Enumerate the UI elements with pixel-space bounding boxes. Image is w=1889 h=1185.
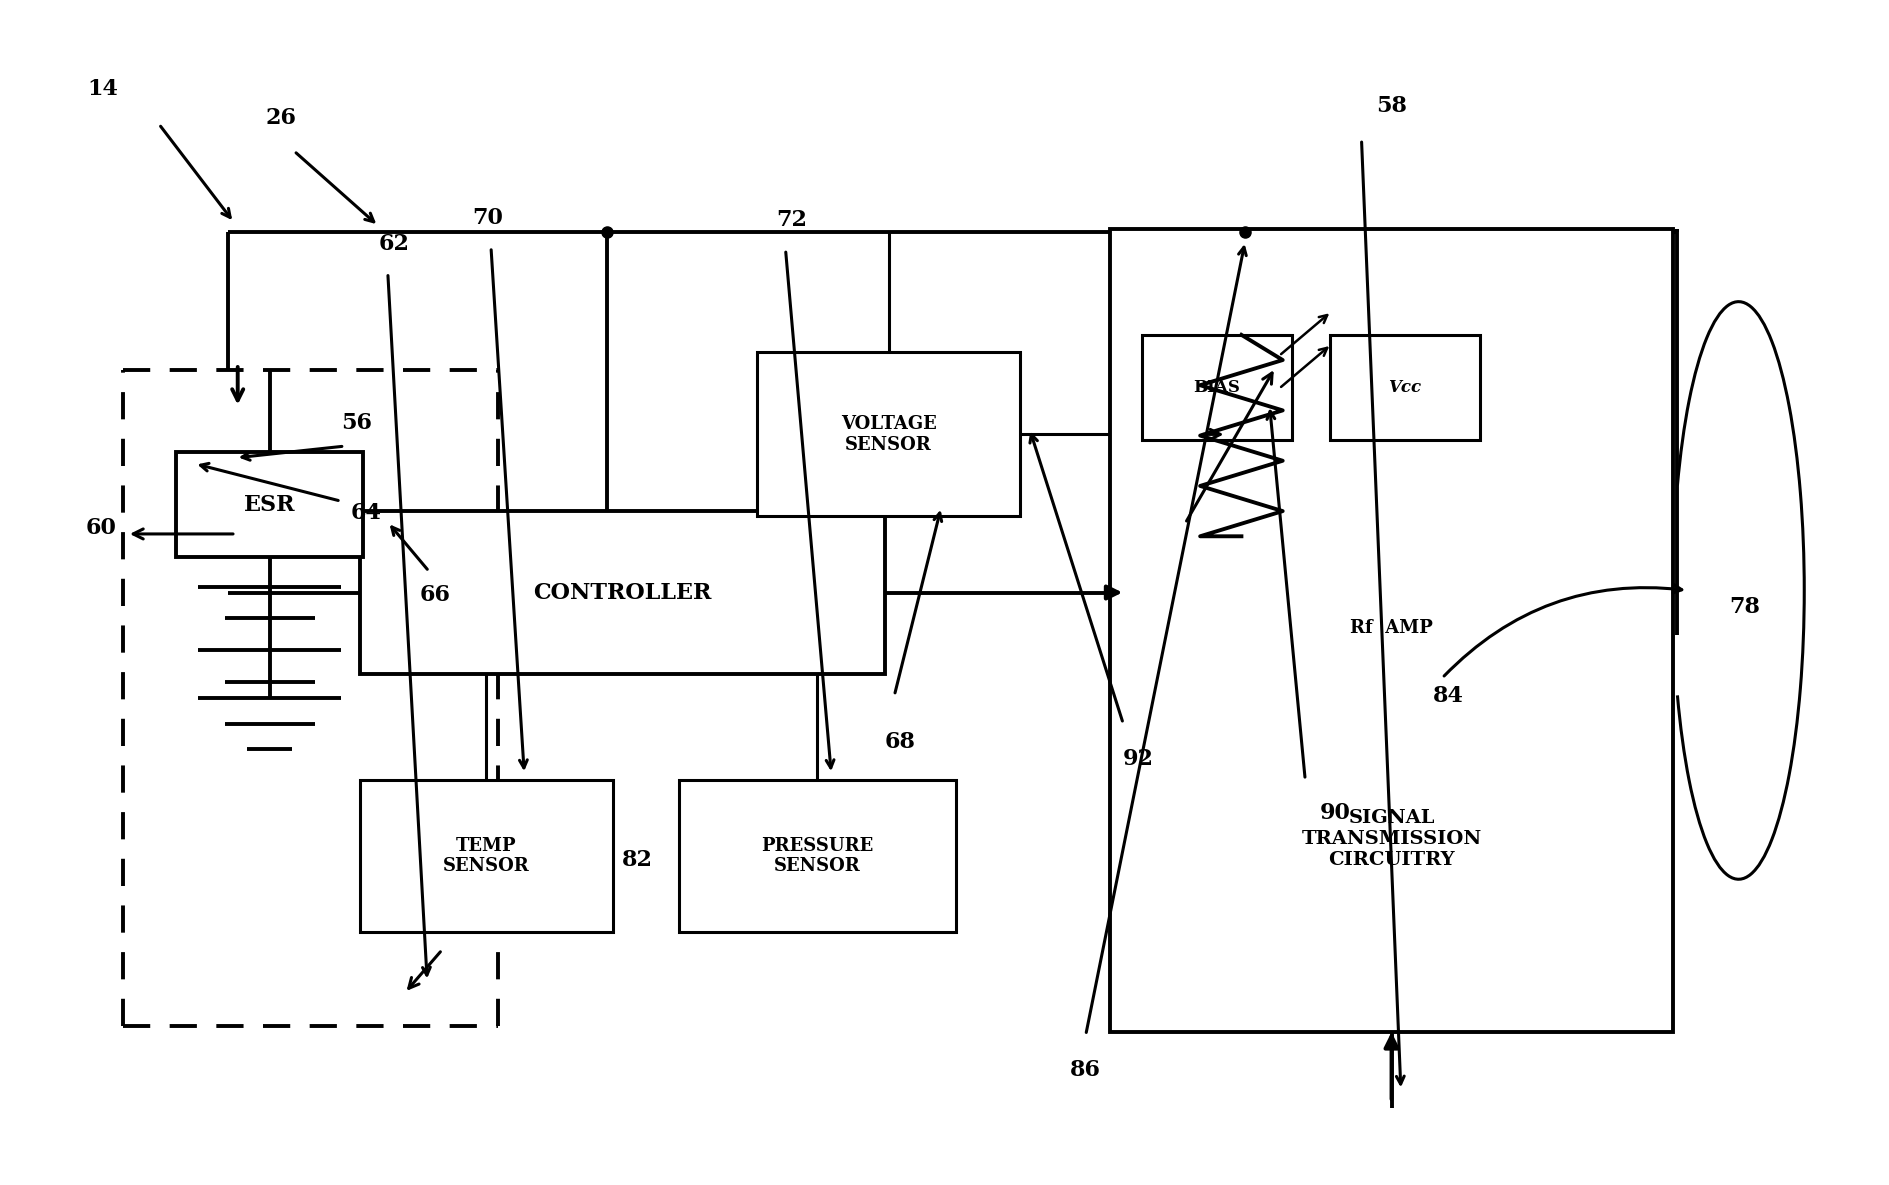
Text: 86: 86 (1069, 1059, 1101, 1082)
Text: Rf  AMP: Rf AMP (1349, 620, 1432, 638)
Text: 90: 90 (1320, 802, 1351, 824)
Text: 92: 92 (1122, 748, 1154, 770)
Text: SIGNAL
TRANSMISSION
CIRCUITRY: SIGNAL TRANSMISSION CIRCUITRY (1302, 809, 1481, 869)
Bar (757, 352, 1020, 517)
Text: Vcc: Vcc (1387, 379, 1421, 396)
Bar (1109, 230, 1672, 1032)
Text: 68: 68 (884, 731, 916, 754)
Text: 62: 62 (378, 232, 410, 255)
Text: CONTROLLER: CONTROLLER (533, 582, 710, 603)
Bar (1328, 335, 1479, 441)
Text: 72: 72 (776, 209, 807, 231)
Text: 84: 84 (1432, 685, 1462, 706)
Text: TEMP
SENSOR: TEMP SENSOR (442, 837, 529, 876)
Text: 58: 58 (1375, 96, 1407, 117)
Text: 14: 14 (87, 78, 119, 100)
Bar (1141, 335, 1292, 441)
Text: 26: 26 (266, 107, 297, 129)
Text: 70: 70 (472, 206, 502, 229)
Text: BIAS: BIAS (1194, 379, 1239, 396)
Text: 82: 82 (621, 848, 654, 871)
Text: ESR: ESR (244, 494, 295, 515)
Bar (359, 511, 884, 674)
Text: 64: 64 (349, 502, 382, 524)
Text: 66: 66 (419, 584, 450, 606)
Text: VOLTAGE
SENSOR: VOLTAGE SENSOR (841, 415, 937, 454)
Bar (359, 780, 612, 933)
Text: 56: 56 (340, 411, 372, 434)
Text: 60: 60 (85, 517, 117, 539)
Text: PRESSURE
SENSOR: PRESSURE SENSOR (761, 837, 873, 876)
Bar (176, 451, 363, 557)
Text: 78: 78 (1728, 596, 1759, 617)
Bar (678, 780, 956, 933)
